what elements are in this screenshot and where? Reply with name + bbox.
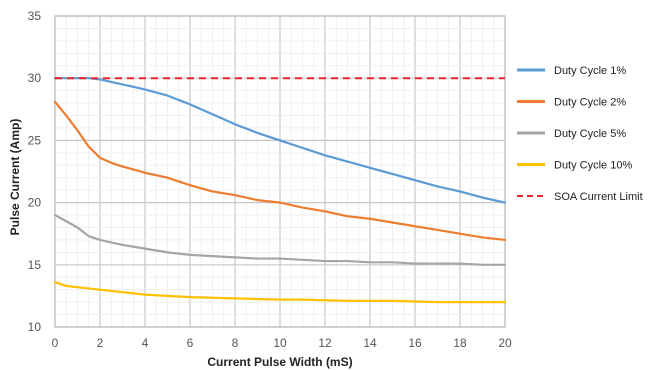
- legend-label: SOA Current Limit: [554, 191, 643, 203]
- y-tick-label: 15: [28, 258, 42, 272]
- x-tick-label: 8: [232, 336, 239, 350]
- y-tick-label: 35: [28, 9, 42, 23]
- x-tick-label: 6: [187, 336, 194, 350]
- series-layer: [53, 77, 507, 304]
- grid: [54, 15, 506, 328]
- plot-area: [54, 15, 506, 328]
- series-line-duty-cycle-10-: [53, 281, 507, 304]
- x-tick-label: 4: [142, 336, 149, 350]
- y-tick-label: 10: [28, 320, 42, 334]
- x-tick-label: 16: [408, 336, 422, 350]
- x-tick-label: 14: [363, 336, 377, 350]
- legend-label: Duty Cycle 10%: [554, 160, 632, 172]
- x-tick-label: 2: [97, 336, 104, 350]
- x-tick-label: 10: [273, 336, 287, 350]
- series-line-duty-cycle-2-: [53, 100, 507, 242]
- y-tick-label: 25: [28, 133, 42, 147]
- plot-border: [54, 15, 506, 328]
- series-line-duty-cycle-5-: [53, 213, 507, 266]
- legend-label: Duty Cycle 2%: [554, 97, 626, 109]
- y-tick-label: 30: [28, 71, 42, 85]
- x-tick-label: 18: [453, 336, 467, 350]
- x-axis-ticks: 0 2 4 6 8 10 12 14 16 18 20: [52, 336, 512, 350]
- legend-label: Duty Cycle 5%: [554, 128, 626, 140]
- x-tick-label: 20: [498, 336, 512, 350]
- legend-label: Duty Cycle 1%: [554, 65, 626, 77]
- y-axis-title: Pulse Current (Amp): [8, 119, 22, 236]
- x-tick-label: 12: [318, 336, 332, 350]
- y-axis-ticks: 10 15 20 25 30 35: [28, 9, 42, 334]
- x-axis-title: Current Pulse Width (mS): [207, 355, 352, 369]
- y-tick-label: 20: [28, 196, 42, 210]
- legend: Duty Cycle 1% Duty Cycle 2% Duty Cycle 5% D…: [517, 65, 643, 203]
- x-tick-label: 0: [52, 336, 59, 350]
- series-line-duty-cycle-1-: [53, 77, 507, 204]
